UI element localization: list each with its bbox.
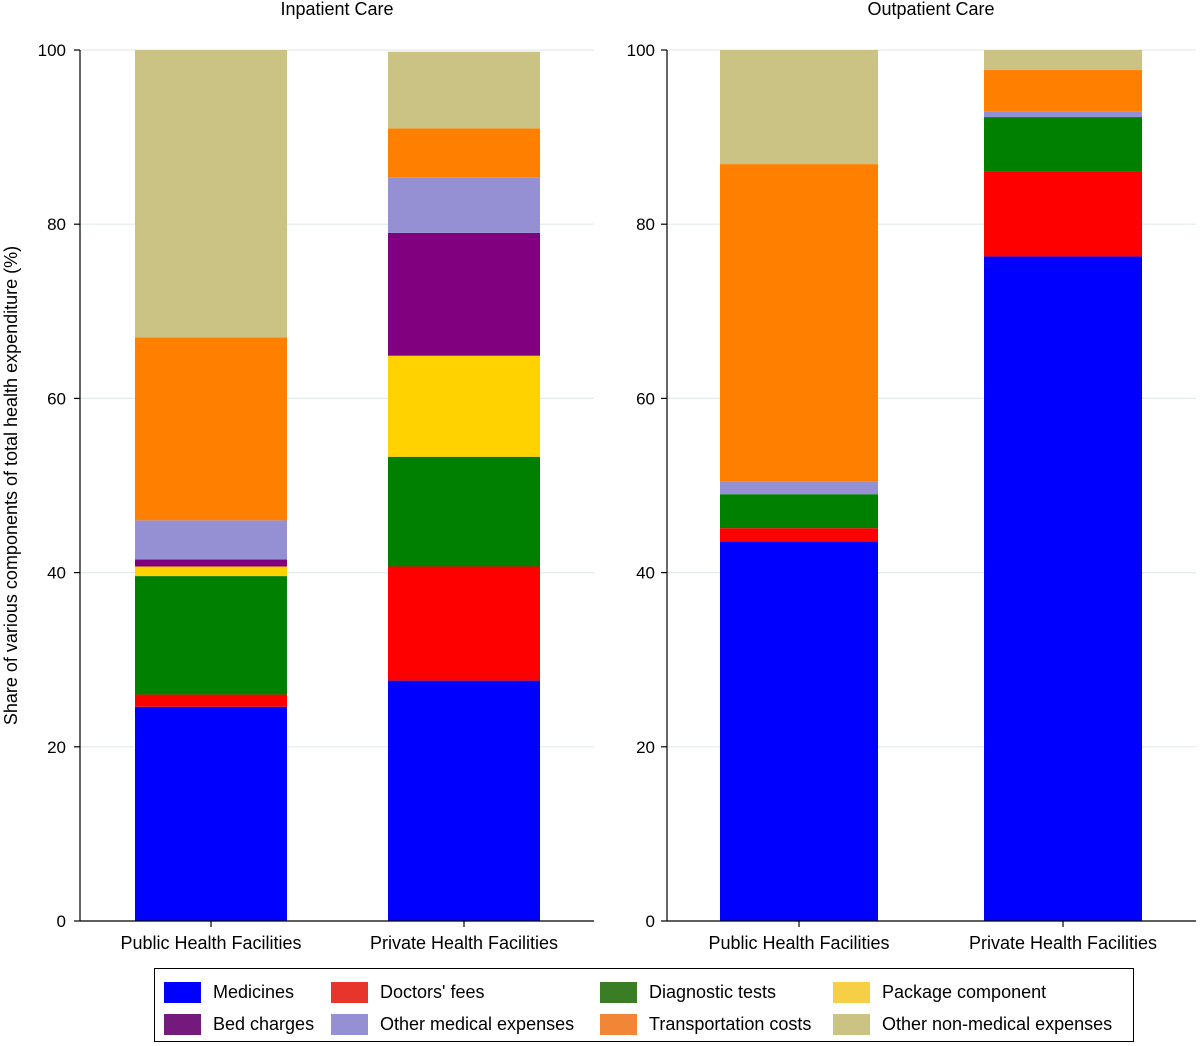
bar-segment-other-medical-expenses [388, 177, 540, 233]
legend-swatch [600, 1013, 637, 1035]
bar-segment-package-component [135, 566, 287, 577]
bar-segment-diagnostic-tests [984, 117, 1142, 172]
y-tick-label: 60 [636, 389, 655, 408]
bar-segment-transportation-costs [135, 337, 287, 521]
legend-label: Doctors' fees [380, 981, 485, 1002]
bar-segment-bed-charges [388, 232, 540, 356]
bar-segment-medicines [388, 680, 540, 921]
legend-item-transportation-costs: Transportation costs [600, 1013, 811, 1035]
legend-label: Other non-medical expenses [882, 1013, 1113, 1034]
y-tick-label: 60 [47, 389, 66, 408]
legend-swatch [164, 981, 201, 1003]
bar-segment-other-medical-expenses [984, 111, 1142, 118]
bar-segment-diagnostic-tests [388, 456, 540, 567]
bar-segment-other-medical-expenses [720, 481, 878, 495]
y-tick-label: 100 [627, 41, 655, 60]
legend-swatch [331, 1013, 368, 1035]
y-tick-label: 20 [636, 738, 655, 757]
bar-segment-diagnostic-tests [720, 494, 878, 529]
legend-swatch [833, 981, 870, 1003]
y-tick-label: 100 [38, 41, 66, 60]
bar-segment-doctors-fees [388, 566, 540, 681]
bar-segment-bed-charges [135, 559, 287, 567]
bar-segment-medicines [135, 706, 287, 921]
bar-segment-medicines [984, 256, 1142, 921]
x-tick-label: Private Health Facilities [370, 933, 558, 953]
bar-segment-medicines [720, 541, 878, 921]
bar-segment-doctors-fees [135, 694, 287, 707]
y-axis-label: Share of various components of total hea… [1, 246, 21, 725]
legend-label: Other medical expenses [380, 1013, 575, 1034]
x-tick-label: Private Health Facilities [969, 933, 1157, 953]
legend-label: Medicines [213, 981, 295, 1002]
bar-segment-transportation-costs [984, 70, 1142, 112]
legend-swatch [331, 981, 368, 1003]
bar-segment-other-non-medical-expenses [388, 51, 540, 129]
legend-swatch [164, 1013, 201, 1035]
legend-item-diagnostic-tests: Diagnostic tests [600, 981, 776, 1003]
x-tick-label: Public Health Facilities [120, 933, 301, 953]
y-tick-label: 0 [646, 912, 655, 931]
y-tick-label: 40 [636, 564, 655, 583]
legend-item-doctors-fees: Doctors' fees [331, 981, 484, 1003]
y-tick-label: 40 [47, 564, 66, 583]
legend-item-medicines: Medicines [164, 981, 294, 1003]
bar-segment-transportation-costs [720, 164, 878, 482]
bar-segment-other-non-medical-expenses [720, 50, 878, 165]
legend-item-other-medical-expenses: Other medical expenses [331, 1013, 574, 1035]
legend-swatch [833, 1013, 870, 1035]
legend-label: Bed charges [213, 1013, 315, 1034]
bar-segment-doctors-fees [720, 528, 878, 542]
panel-title: Inpatient Care [280, 0, 393, 19]
legend-swatch [600, 981, 637, 1003]
bar-segment-package-component [388, 355, 540, 457]
panel-title: Outpatient Care [867, 0, 994, 19]
y-tick-label: 80 [636, 215, 655, 234]
bar-segment-diagnostic-tests [135, 576, 287, 695]
y-tick-label: 0 [57, 912, 66, 931]
legend-item-bed-charges: Bed charges [164, 1013, 314, 1035]
bar-segment-other-medical-expenses [135, 520, 287, 560]
y-tick-label: 20 [47, 738, 66, 757]
x-tick-label: Public Health Facilities [708, 933, 889, 953]
legend-label: Diagnostic tests [649, 981, 777, 1002]
bar-segment-transportation-costs [388, 128, 540, 178]
legend-label: Package component [882, 981, 1047, 1002]
legend-item-package-component: Package component [833, 981, 1046, 1003]
bar-segment-other-non-medical-expenses [135, 50, 287, 338]
legend-label: Transportation costs [649, 1013, 812, 1034]
bar-segment-other-non-medical-expenses [984, 50, 1142, 71]
bar-segment-doctors-fees [984, 171, 1142, 257]
y-tick-label: 80 [47, 215, 66, 234]
legend-item-other-non-medical-expenses: Other non-medical expenses [833, 1013, 1112, 1035]
legend: Medicines Doctors' fees Diagnostic tests Pa… [154, 968, 1134, 1042]
